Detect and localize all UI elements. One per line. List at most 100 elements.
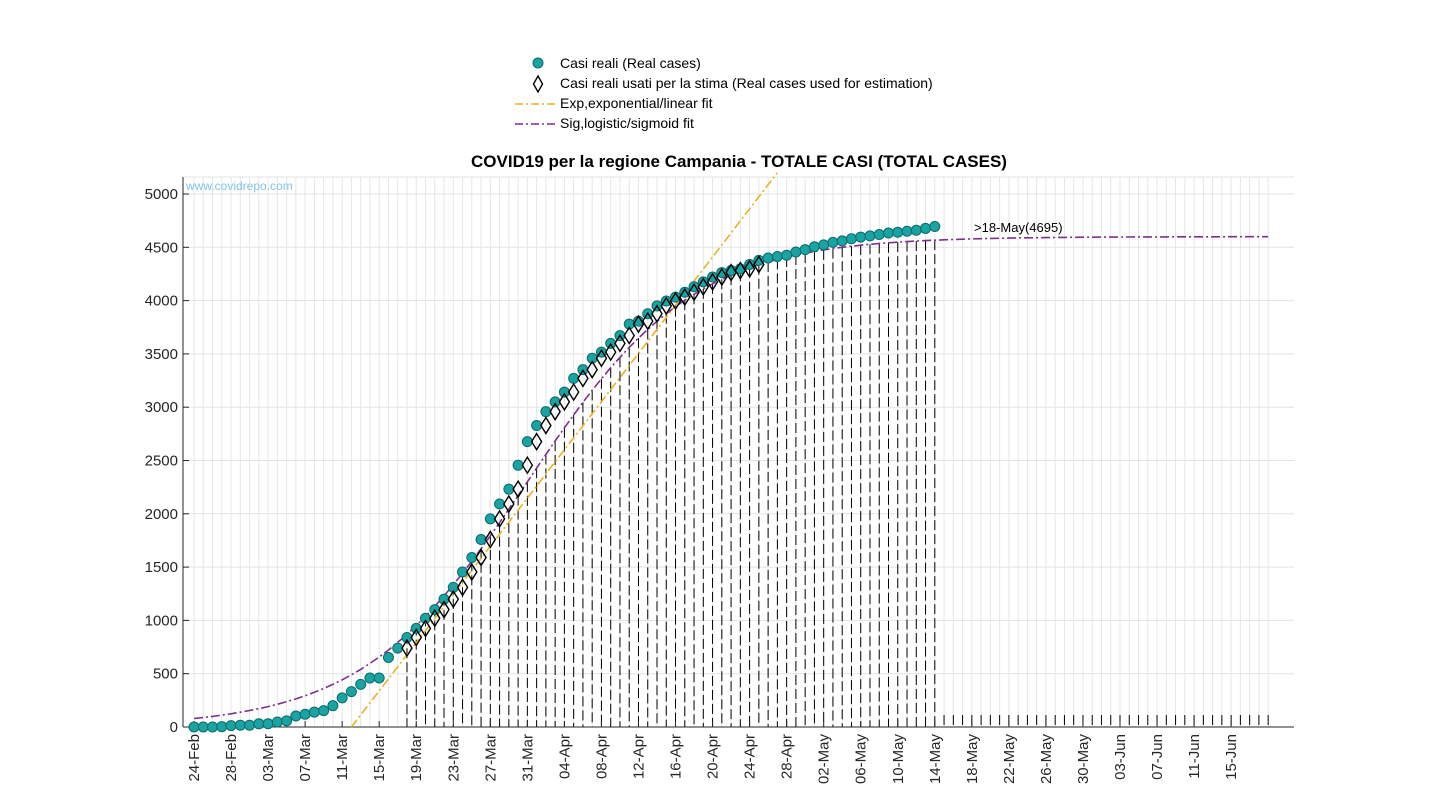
estimation-point bbox=[540, 416, 552, 435]
estimation-point bbox=[549, 402, 561, 421]
x-tick-label: 06-May bbox=[853, 734, 870, 785]
estimation-point bbox=[530, 432, 543, 451]
watermark-text: www.covidrepo.com bbox=[185, 179, 293, 193]
real-case-point bbox=[873, 229, 885, 241]
y-tick-label: 5000 bbox=[145, 186, 178, 203]
legend-label-sig: Sig,logistic/sigmoid fit bbox=[560, 115, 694, 131]
estimation-point bbox=[558, 392, 571, 412]
x-tick-label: 15-Jun bbox=[1223, 734, 1240, 780]
real-case-point bbox=[271, 716, 283, 728]
estimation-point bbox=[567, 382, 580, 402]
x-tick-label: 11-Mar bbox=[334, 734, 351, 780]
real-case-point bbox=[883, 227, 894, 239]
diamond-icon bbox=[532, 74, 544, 94]
exponential-fit-line bbox=[350, 172, 779, 728]
real-case-point bbox=[364, 672, 376, 684]
series-layer bbox=[188, 172, 1269, 733]
real-case-point bbox=[281, 715, 293, 727]
real-case-point bbox=[920, 222, 932, 234]
legend-label-exp: Exp,exponential/linear fit bbox=[560, 95, 713, 111]
estimation-point bbox=[697, 277, 710, 297]
estimation-point bbox=[725, 263, 737, 282]
real-case-point bbox=[355, 678, 367, 690]
x-tick-label: 18-May bbox=[964, 734, 981, 785]
real-case-point bbox=[207, 721, 219, 733]
x-tick-label: 26-May bbox=[1038, 734, 1055, 785]
legend-label-used: Casi reali usati per la stima (Real case… bbox=[560, 75, 933, 91]
x-tick-label: 20-Apr bbox=[705, 734, 722, 779]
real-case-point bbox=[308, 706, 320, 718]
x-tick-label: 31-Mar bbox=[519, 734, 536, 782]
estimation-point bbox=[475, 548, 487, 567]
real-case-point bbox=[808, 241, 820, 253]
real-case-point bbox=[327, 700, 339, 712]
estimation-point bbox=[688, 282, 700, 302]
real-case-point bbox=[345, 686, 357, 698]
estimation-point bbox=[743, 259, 756, 279]
real-case-point bbox=[188, 721, 200, 733]
x-tick-label: 30-May bbox=[1075, 734, 1092, 785]
estimation-point bbox=[669, 291, 682, 311]
real-case-point bbox=[253, 718, 265, 730]
estimation-point bbox=[484, 530, 497, 549]
estimation-point bbox=[734, 261, 747, 280]
estimation-point bbox=[401, 638, 413, 658]
real-case-point bbox=[382, 651, 394, 663]
y-tick-label: 1500 bbox=[145, 559, 178, 576]
real-case-point bbox=[771, 250, 783, 262]
x-tick-label: 24-Apr bbox=[742, 734, 759, 779]
real-case-point bbox=[901, 225, 913, 237]
estimation-point bbox=[456, 578, 469, 597]
real-case-point bbox=[845, 233, 857, 245]
estimation-point bbox=[706, 272, 719, 292]
real-case-point bbox=[336, 692, 348, 704]
real-case-point bbox=[234, 719, 246, 731]
estimation-point bbox=[623, 326, 636, 345]
real-case-point bbox=[790, 246, 802, 258]
x-tick-label: 27-Mar bbox=[482, 734, 499, 782]
x-tick-label: 14-May bbox=[927, 734, 944, 785]
real-case-point bbox=[373, 672, 385, 684]
legend: Casi reali (Real cases) Casi reali usati… bbox=[509, 53, 979, 135]
y-tick-label: 0 bbox=[170, 719, 178, 736]
tick-labels: 0 500 1000 1500 2000 2500 3000 3500 4000 4500 5000… bbox=[145, 186, 1240, 784]
estimation-point bbox=[438, 600, 450, 619]
last-value-annotation: >18-May(4695) bbox=[974, 220, 1063, 235]
estimation-point bbox=[651, 304, 663, 324]
y-tick-label: 2500 bbox=[145, 453, 178, 470]
real-case-point bbox=[225, 720, 237, 732]
orange-dashdot-line-icon bbox=[515, 103, 555, 105]
real-case-point bbox=[827, 236, 839, 248]
x-tick-label: 19-Mar bbox=[408, 734, 425, 782]
y-tick-label: 2000 bbox=[145, 506, 178, 523]
x-tick-label: 28-Apr bbox=[779, 734, 796, 779]
estimation-point bbox=[503, 494, 515, 514]
purple-dashdot-line-icon bbox=[515, 123, 555, 125]
legend-item-real: Casi reali (Real cases) bbox=[509, 54, 979, 74]
estimation-point bbox=[678, 287, 691, 307]
real-case-point bbox=[318, 705, 330, 717]
x-tick-label: 07-Jun bbox=[1149, 734, 1166, 780]
estimation-point bbox=[428, 608, 441, 628]
x-tick-label: 07-Mar bbox=[297, 734, 314, 782]
legend-item-exp: Exp,exponential/linear fit bbox=[509, 94, 979, 114]
y-tick-label: 4000 bbox=[145, 293, 178, 310]
teal-dot-icon bbox=[532, 57, 544, 69]
estimation-point bbox=[447, 589, 460, 609]
real-case-point bbox=[197, 721, 209, 733]
legend-item-used: Casi reali usati per la stima (Real case… bbox=[509, 74, 979, 94]
grid-lines bbox=[183, 176, 1294, 728]
real-case-point bbox=[836, 235, 848, 247]
estimation-point bbox=[493, 509, 506, 529]
estimation-point bbox=[595, 348, 608, 368]
estimation-point bbox=[410, 628, 423, 647]
x-tick-label: 15-Mar bbox=[371, 734, 388, 782]
x-tick-label: 24-Feb bbox=[186, 734, 203, 782]
x-tick-label: 03-Jun bbox=[1112, 734, 1129, 780]
y-tick-label: 1000 bbox=[145, 612, 178, 629]
real-case-point bbox=[216, 721, 228, 733]
real-case-point bbox=[262, 718, 274, 730]
x-tick-label: 23-Mar bbox=[445, 734, 462, 782]
real-case-point bbox=[818, 239, 830, 251]
real-case-point bbox=[762, 252, 774, 264]
